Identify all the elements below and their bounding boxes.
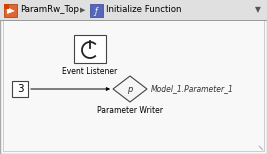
Text: ParamRw_Top: ParamRw_Top xyxy=(20,6,79,14)
Text: Model_1.Parameter_1: Model_1.Parameter_1 xyxy=(151,85,234,93)
Text: ▶: ▶ xyxy=(80,7,86,13)
Text: Initialize Function: Initialize Function xyxy=(106,6,182,14)
Bar xyxy=(74,35,106,63)
Text: ▼: ▼ xyxy=(255,6,261,14)
Text: p: p xyxy=(127,85,133,93)
Text: Event Listener: Event Listener xyxy=(62,67,118,76)
Bar xyxy=(90,4,103,17)
Bar xyxy=(0,0,267,20)
Text: Parameter Writer: Parameter Writer xyxy=(97,106,163,115)
Bar xyxy=(3,20,264,151)
Polygon shape xyxy=(113,76,147,102)
Bar xyxy=(12,81,28,97)
Polygon shape xyxy=(7,7,15,14)
Text: 3: 3 xyxy=(17,84,23,94)
Bar xyxy=(4,4,17,17)
Bar xyxy=(4,4,9,9)
Text: ƒ: ƒ xyxy=(95,6,97,16)
